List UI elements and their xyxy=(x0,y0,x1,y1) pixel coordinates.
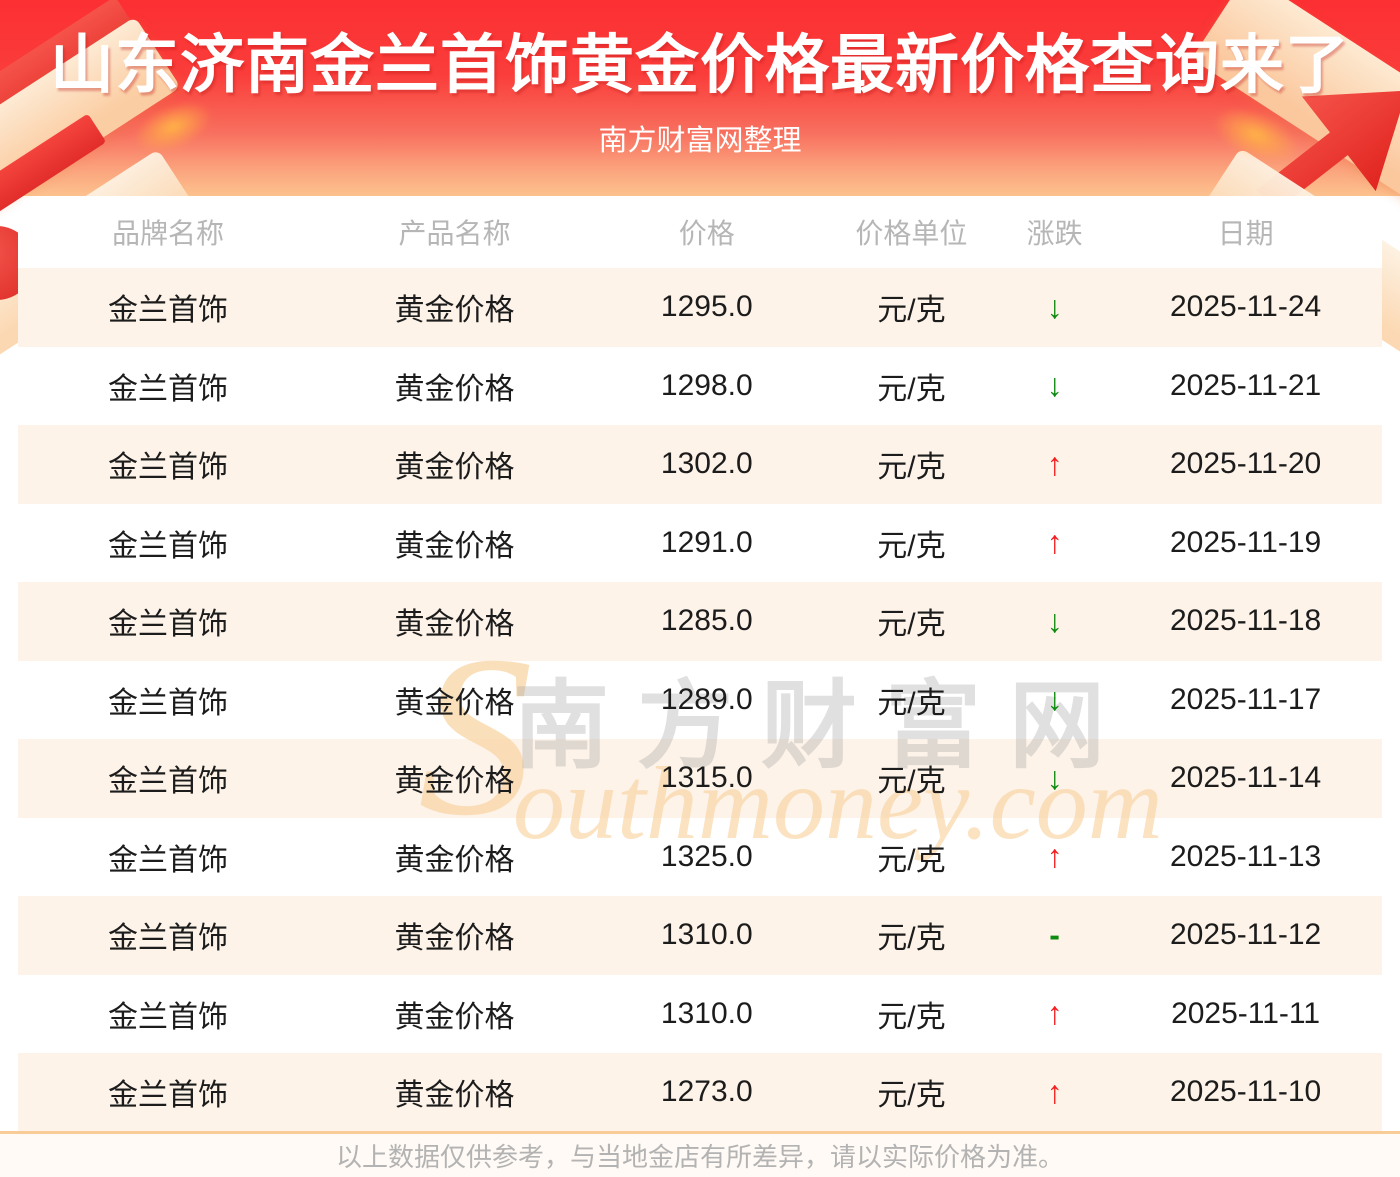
product-cell: 黄金价格 xyxy=(394,1079,515,1113)
table-row: 金兰首饰 黄金价格 1325.0 元/克 ↑ 2025-11-13 xyxy=(18,817,1382,896)
date-cell: 2025-11-14 xyxy=(1169,761,1322,795)
unit-cell: 元/克 xyxy=(877,608,946,642)
price-cell: 1291.0 xyxy=(660,525,753,559)
product-cell: 黄金价格 xyxy=(394,843,515,877)
unit-cell: 元/克 xyxy=(877,922,946,956)
date-cell: 2025-11-20 xyxy=(1169,447,1322,481)
up-arrow-icon: ↑ xyxy=(1046,838,1063,875)
price-cell: 1315.0 xyxy=(660,761,753,795)
table-row: 金兰首饰 黄金价格 1285.0 元/克 ↓ 2025-11-18 xyxy=(18,582,1382,661)
brand-cell: 金兰首饰 xyxy=(108,922,229,956)
up-arrow-icon: ↑ xyxy=(1046,995,1063,1032)
date-cell: 2025-11-12 xyxy=(1169,918,1322,952)
unit-cell: 元/克 xyxy=(877,529,946,563)
price-cell: 1289.0 xyxy=(660,682,753,716)
brand-cell: 金兰首饰 xyxy=(108,1079,229,1113)
brand-cell: 金兰首饰 xyxy=(108,372,229,406)
unit-cell: 元/克 xyxy=(877,686,946,720)
brand-cell: 金兰首饰 xyxy=(108,1000,229,1034)
price-cell: 1285.0 xyxy=(660,604,753,638)
brand-cell: 金兰首饰 xyxy=(108,686,229,720)
up-arrow-icon: ↑ xyxy=(1046,445,1063,482)
down-arrow-icon: ↓ xyxy=(1046,288,1063,325)
flat-dash-icon: - xyxy=(1049,916,1060,953)
brand-cell: 金兰首饰 xyxy=(108,765,229,799)
table-body: 金兰首饰 黄金价格 1295.0 元/克 ↓ 2025-11-24 金兰首饰 黄… xyxy=(18,268,1382,1132)
column-header-product: 产品名称 xyxy=(398,218,511,249)
date-cell: 2025-11-10 xyxy=(1169,1075,1322,1109)
column-header-price: 价格 xyxy=(678,218,735,249)
table-row: 金兰首饰 黄金价格 1298.0 元/克 ↓ 2025-11-21 xyxy=(18,346,1382,425)
page-subtitle: 南方财富网整理 xyxy=(598,125,802,157)
product-cell: 黄金价格 xyxy=(394,294,515,328)
unit-cell: 元/克 xyxy=(877,372,946,406)
brand-cell: 金兰首饰 xyxy=(108,294,229,328)
table-row: 金兰首饰 黄金价格 1289.0 元/克 ↓ 2025-11-17 xyxy=(18,660,1382,739)
unit-cell: 元/克 xyxy=(877,765,946,799)
date-cell: 2025-11-17 xyxy=(1169,682,1322,716)
brand-cell: 金兰首饰 xyxy=(108,843,229,877)
table-row: 金兰首饰 黄金价格 1310.0 元/克 ↑ 2025-11-11 xyxy=(18,974,1382,1053)
page-title: 山东济南金兰首饰黄金价格最新价格查询来了 xyxy=(50,29,1350,101)
unit-cell: 元/克 xyxy=(877,451,946,485)
date-cell: 2025-11-21 xyxy=(1169,368,1322,402)
column-header-unit: 价格单位 xyxy=(855,218,968,249)
up-arrow-icon: ↑ xyxy=(1046,1073,1063,1110)
price-cell: 1310.0 xyxy=(660,918,753,952)
footer: 以上数据仅供参考，与当地金店有所差异，请以实际价格为准。 xyxy=(0,1134,1400,1177)
column-header-change: 涨跌 xyxy=(1026,218,1083,249)
date-cell: 2025-11-24 xyxy=(1169,290,1322,324)
product-cell: 黄金价格 xyxy=(394,608,515,642)
price-cell: 1302.0 xyxy=(660,447,753,481)
price-cell: 1325.0 xyxy=(660,839,753,873)
product-cell: 黄金价格 xyxy=(394,922,515,956)
brand-cell: 金兰首饰 xyxy=(108,451,229,485)
disclaimer-text: 以上数据仅供参考，与当地金店有所差异，请以实际价格为准。 xyxy=(335,1142,1064,1172)
product-cell: 黄金价格 xyxy=(394,765,515,799)
table-row: 金兰首饰 黄金价格 1315.0 元/克 ↓ 2025-11-14 xyxy=(18,739,1382,818)
date-cell: 2025-11-19 xyxy=(1169,525,1322,559)
product-cell: 黄金价格 xyxy=(394,451,515,485)
down-arrow-icon: ↓ xyxy=(1046,681,1063,718)
table-row: 金兰首饰 黄金价格 1291.0 元/克 ↑ 2025-11-19 xyxy=(18,503,1382,582)
brand-cell: 金兰首饰 xyxy=(108,608,229,642)
table-row: 金兰首饰 黄金价格 1295.0 元/克 ↓ 2025-11-24 xyxy=(18,268,1382,347)
down-arrow-icon: ↓ xyxy=(1046,759,1063,796)
column-header-brand: 品牌名称 xyxy=(112,218,225,249)
table-row: 金兰首饰 黄金价格 1302.0 元/克 ↑ 2025-11-20 xyxy=(18,425,1382,504)
up-arrow-icon: ↑ xyxy=(1046,524,1063,561)
price-cell: 1310.0 xyxy=(660,996,753,1030)
date-cell: 2025-11-11 xyxy=(1171,996,1321,1030)
footer-divider xyxy=(0,1131,1400,1134)
brand-cell: 金兰首饰 xyxy=(108,529,229,563)
date-cell: 2025-11-13 xyxy=(1169,839,1322,873)
banner-text: 山东济南金兰首饰黄金价格最新价格查询来了 南方财富网整理 xyxy=(0,0,1400,158)
date-cell: 2025-11-18 xyxy=(1169,604,1322,638)
column-header-date: 日期 xyxy=(1217,218,1274,249)
price-cell: 1298.0 xyxy=(660,368,753,402)
unit-cell: 元/克 xyxy=(877,1000,946,1034)
table-row: 金兰首饰 黄金价格 1273.0 元/克 ↑ 2025-11-10 xyxy=(18,1053,1382,1132)
product-cell: 黄金价格 xyxy=(394,686,515,720)
table-row: 金兰首饰 黄金价格 1310.0 元/克 - 2025-11-12 xyxy=(18,896,1382,975)
price-cell: 1273.0 xyxy=(660,1075,753,1109)
price-table: 品牌名称 产品名称 价格 价格单位 涨跌 日期 金兰首饰 黄金价格 1295.0… xyxy=(18,196,1382,1132)
price-cell: 1295.0 xyxy=(660,290,753,324)
down-arrow-icon: ↓ xyxy=(1046,602,1063,639)
product-cell: 黄金价格 xyxy=(394,372,515,406)
table-header-row: 品牌名称 产品名称 价格 价格单位 涨跌 日期 xyxy=(18,196,1382,268)
unit-cell: 元/克 xyxy=(877,843,946,877)
down-arrow-icon: ↓ xyxy=(1046,367,1063,404)
unit-cell: 元/克 xyxy=(877,1079,946,1113)
product-cell: 黄金价格 xyxy=(394,1000,515,1034)
bottom-strip: 以上数据仅供参考，与当地金店有所差异，请以实际价格为准。 xyxy=(0,1131,1400,1177)
unit-cell: 元/克 xyxy=(877,294,946,328)
product-cell: 黄金价格 xyxy=(394,529,515,563)
